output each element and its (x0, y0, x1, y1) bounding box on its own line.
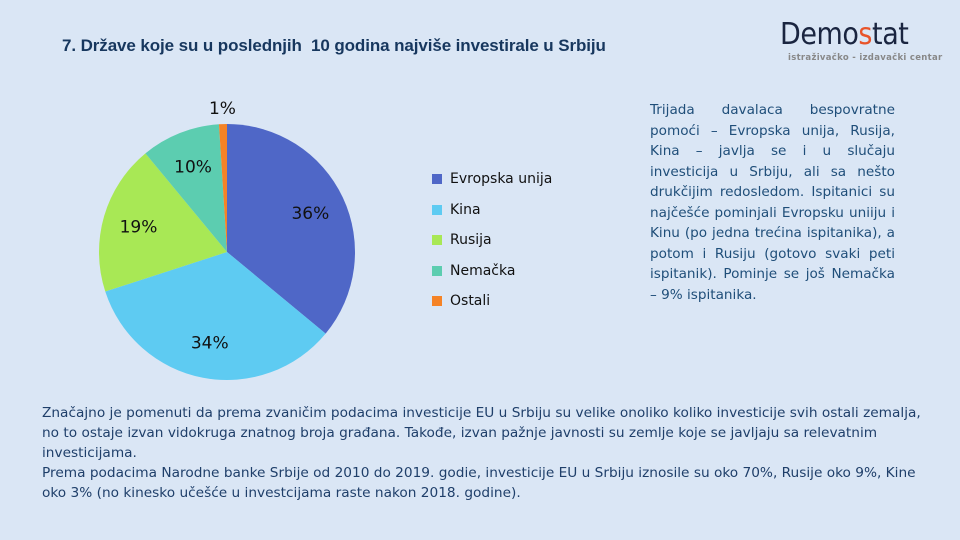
pie-slice-nemacka (145, 124, 227, 252)
legend-item: Ostali (432, 286, 552, 317)
pie-data-label: 34% (191, 334, 229, 354)
pie-data-label: 1% (209, 99, 236, 119)
legend-item: Kina (432, 195, 552, 226)
legend-label: Ostali (450, 293, 491, 310)
pie-data-label: 10% (174, 157, 212, 177)
legend-label: Evropska unija (450, 171, 553, 188)
legend-swatch (432, 235, 442, 246)
legend-item: Nemačka (432, 256, 552, 287)
logo-word-part1: Demo (780, 17, 859, 52)
demostat-logo: Demostat istraživačko - izdavački centar (780, 20, 942, 64)
legend-label: Kina (450, 201, 481, 218)
pie-data-label: 19% (120, 217, 158, 237)
pie-slice-ostali (218, 124, 227, 252)
legend-swatch (432, 296, 442, 307)
pie-slice-evropska-unija (227, 124, 355, 334)
legend-item: Evropska unija (432, 164, 552, 195)
pie-slice-rusija (99, 153, 227, 292)
logo-wordmark: Demostat (780, 20, 924, 50)
pie-slice-kina (105, 252, 326, 380)
pie-labels: 36% 34% 19% 10% 1% (120, 99, 330, 353)
logo-word-part2: tat (872, 17, 909, 52)
legend-swatch (432, 204, 442, 215)
bottom-paragraph-1: Značajno je pomenuti da prema zvaničim p… (42, 405, 921, 461)
pie-slices (99, 124, 355, 380)
bottom-paragraph-2: Prema podacima Narodne banke Srbije od 2… (42, 465, 916, 501)
logo-word-accent: s (858, 17, 873, 52)
legend-item: Rusija (432, 225, 552, 256)
logo-subtitle: istraživačko - izdavački centar (788, 53, 943, 63)
legend-label: Nemačka (450, 262, 516, 279)
slide-title: 7. Države koje su u poslednjih 10 godina… (62, 36, 606, 55)
legend-label: Rusija (450, 232, 492, 249)
legend-swatch (432, 265, 442, 276)
side-commentary: Trijada davalaca bespovratne pomoći – Ev… (650, 102, 895, 303)
chart-legend: Evropska unija Kina Rusija Nemačka Ostali (432, 164, 552, 317)
pie-data-label: 36% (291, 204, 329, 224)
legend-swatch (432, 174, 442, 185)
bottom-commentary: Značajno je pomenuti da prema zvaničim p… (42, 403, 922, 503)
